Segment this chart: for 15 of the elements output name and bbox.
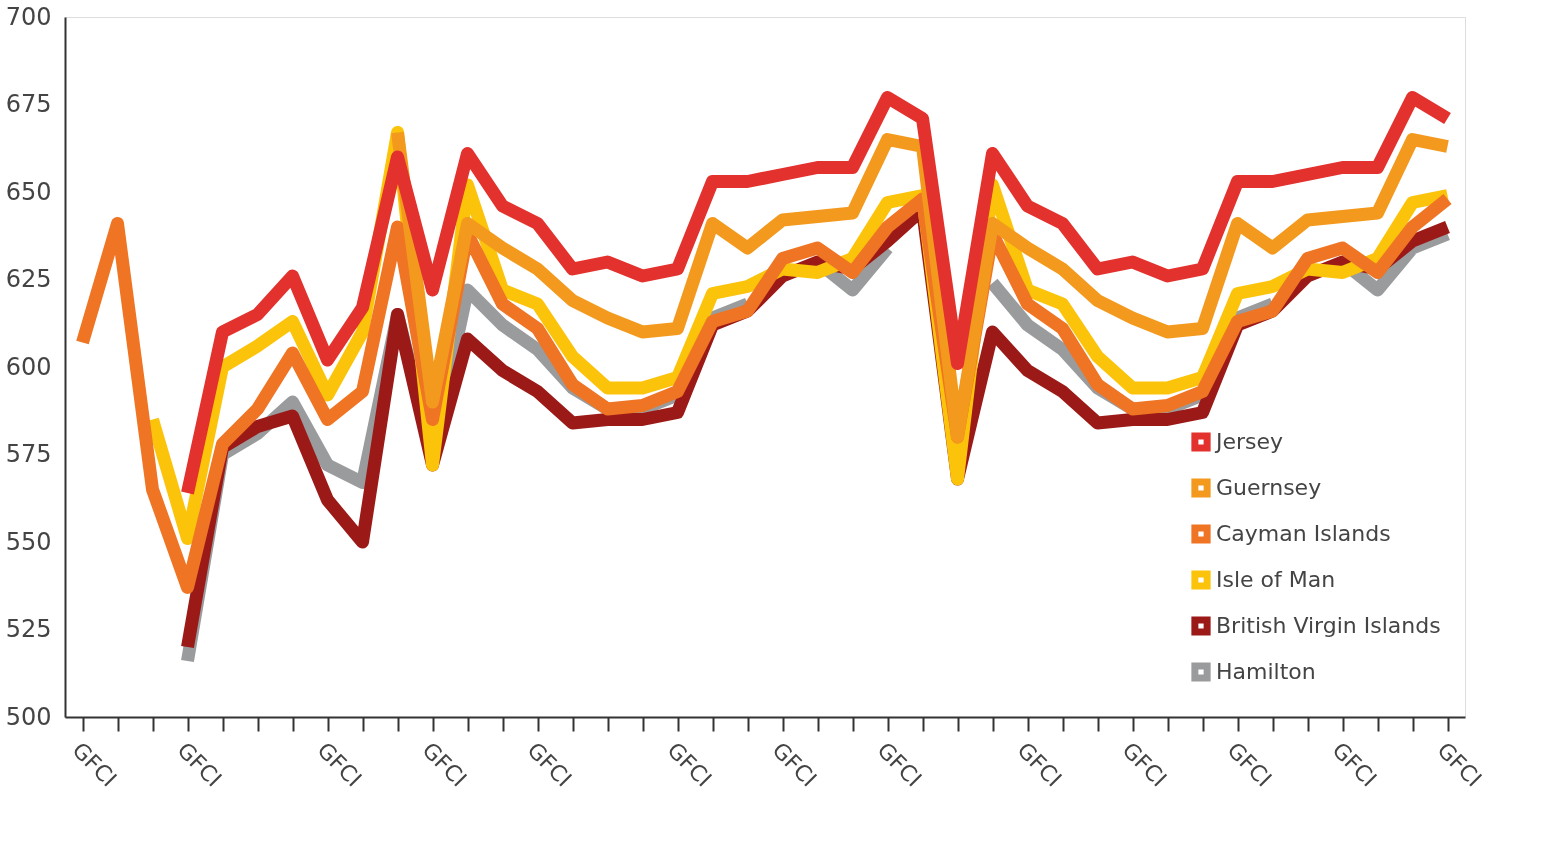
y-tick-label: 675: [5, 90, 52, 118]
legend-label: Jersey: [1214, 429, 1284, 454]
legend-label: British Virgin Islands: [1216, 613, 1441, 638]
y-tick-label: 525: [5, 615, 52, 643]
legend-label: Cayman Islands: [1216, 521, 1391, 546]
y-tick-label: 500: [5, 702, 52, 731]
y-tick-label: 650: [5, 177, 52, 206]
legend-label: Hamilton: [1216, 659, 1316, 684]
y-tick-label: 625: [5, 265, 52, 293]
legend-label: Isle of Man: [1216, 567, 1336, 592]
y-tick-label: 550: [5, 527, 52, 556]
y-tick-label: 700: [5, 2, 52, 31]
legend-label: Guernsey: [1216, 475, 1322, 500]
y-tick-label: 575: [5, 440, 52, 468]
y-tick-label: 600: [5, 352, 52, 381]
